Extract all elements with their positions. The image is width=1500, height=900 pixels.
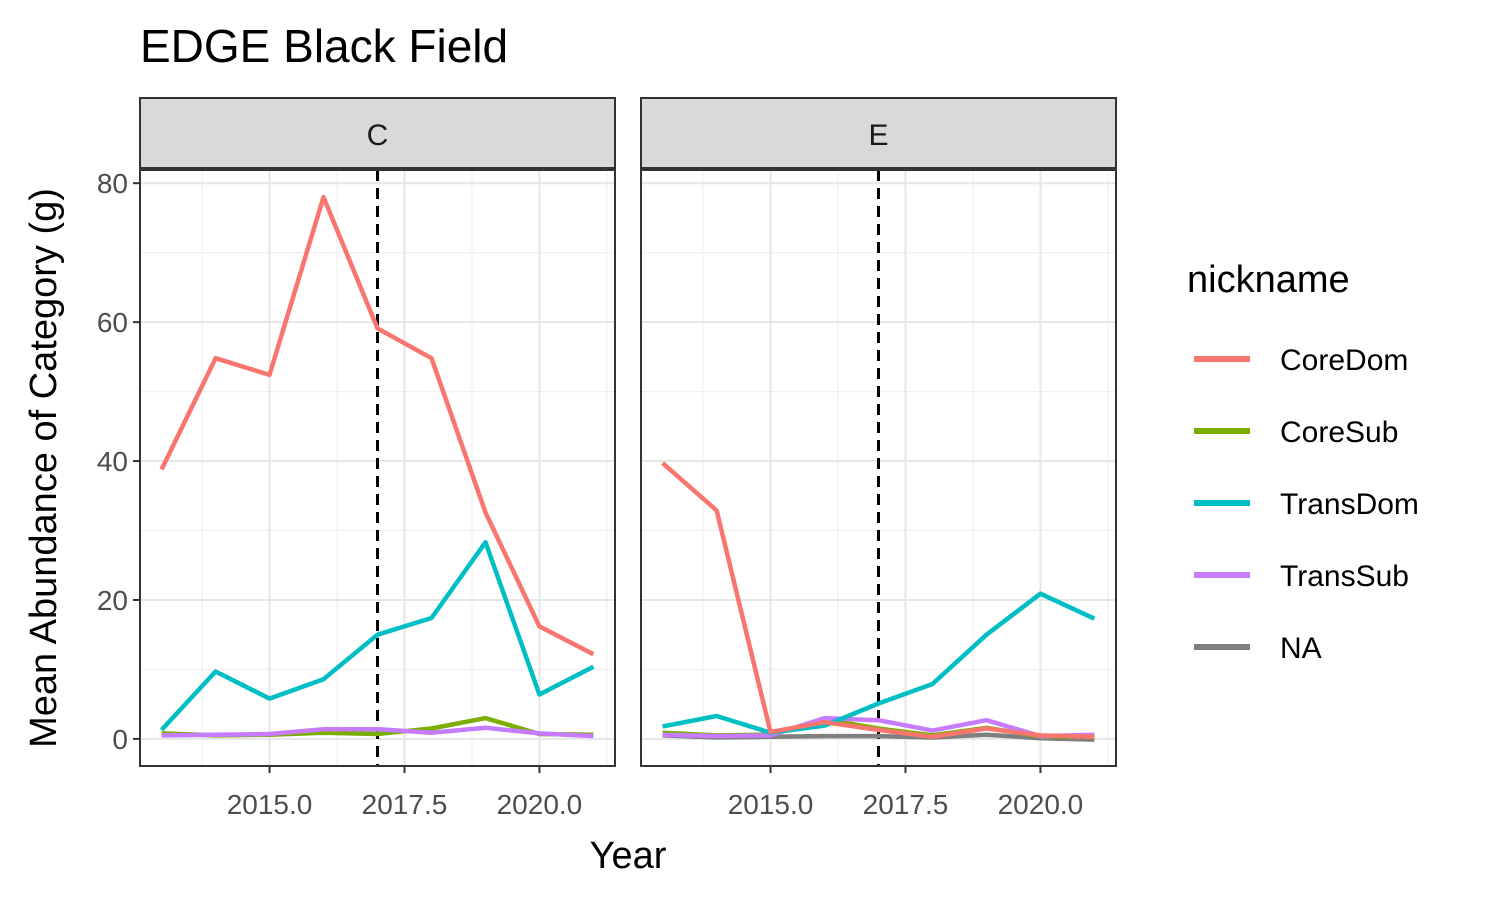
facet-panel-c: C 2015.0 2017.5 2020.0 0 20 40 60 80 — [97, 97, 616, 820]
facet-strip-label: E — [868, 119, 888, 152]
legend-label: TransDom — [1280, 488, 1419, 521]
facet-strip — [640, 97, 1117, 169]
series-line-transsub — [161, 725, 594, 739]
chart-title: EDGE Black Field — [140, 20, 508, 72]
y-tick-label: 40 — [97, 446, 128, 477]
panel-border — [139, 169, 616, 767]
series-line-transsub — [662, 715, 1095, 739]
legend-label: CoreDom — [1280, 344, 1408, 377]
legend-item: NA — [1194, 632, 1322, 665]
legend-item: TransSub — [1194, 560, 1409, 593]
y-tick-label: 0 — [112, 724, 128, 755]
facet-panels: C 2015.0 2017.5 2020.0 0 20 40 60 80 E 2015.0 2017.… — [97, 97, 1117, 820]
legend-label: TransSub — [1280, 560, 1409, 593]
legend-item: CoreSub — [1194, 416, 1398, 449]
x-tick-label: 2020.0 — [497, 789, 583, 820]
y-tick-label: 20 — [97, 585, 128, 616]
legend-label: NA — [1280, 632, 1322, 665]
series-line-coredom — [661, 461, 1095, 740]
facet-strip — [139, 97, 616, 169]
facet-panel-e: E 2015.0 2017.5 2020.0 — [640, 97, 1117, 820]
legend-item: CoreDom — [1194, 344, 1408, 377]
legend-title: nickname — [1187, 259, 1350, 301]
x-tick-label: 2020.0 — [998, 789, 1084, 820]
x-tick-label: 2017.5 — [362, 789, 448, 820]
x-tick-label: 2017.5 — [863, 789, 949, 820]
series-line-transdom — [662, 591, 1096, 735]
x-axis-title: Year — [590, 835, 667, 877]
legend-label: CoreSub — [1280, 416, 1398, 449]
x-tick-label: 2015.0 — [728, 789, 814, 820]
y-tick-label: 80 — [97, 168, 128, 199]
x-tick-label: 2015.0 — [227, 789, 313, 820]
series-line-coredom — [159, 194, 595, 657]
legend-item: TransDom — [1194, 488, 1419, 521]
facet-strip-label: C — [367, 119, 389, 152]
series-line-transdom — [159, 540, 595, 732]
y-axis-title: Mean Abundance of Category (g) — [23, 188, 65, 748]
panel-border — [640, 169, 1117, 767]
legend: nickname CoreDom CoreSub TransDom TransSub N… — [1187, 259, 1419, 665]
y-tick-label: 60 — [97, 307, 128, 338]
